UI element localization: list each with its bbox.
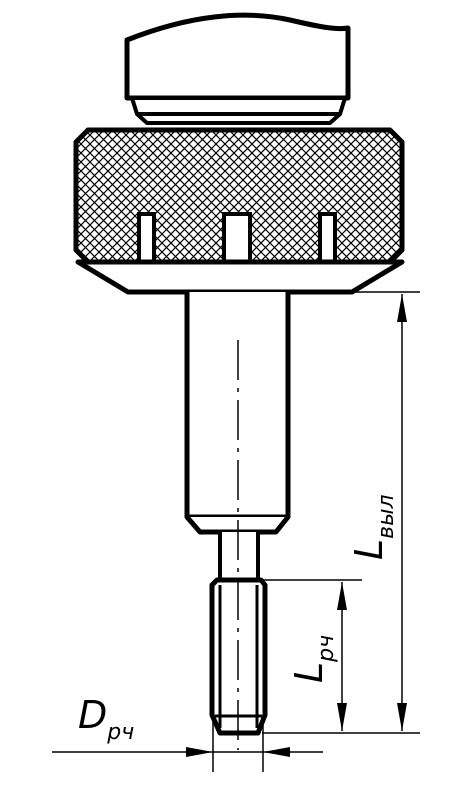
d-rch-arrow-left [186,747,213,757]
holder-stub-outline [124,12,351,101]
nut-lower-band [75,259,405,295]
l-vyl-arrow-bottom [397,703,407,731]
l-rch-arrow-bottom [337,703,347,731]
l-rch-label-sub: рч [314,635,339,663]
nut-slot-right [318,212,337,264]
l-rch-label: Lрч [287,635,339,683]
tool-neck [218,532,260,582]
neck-transition [135,112,342,125]
d-rch-label-main: D [78,693,107,737]
l-vyl-label-sub: выл [374,494,399,538]
l-vyl-label-main: L [347,539,391,560]
d-rch-arrow-right [263,747,290,757]
nut-slot-center [222,212,252,264]
l-vyl-label: Lвыл [347,494,399,560]
l-rch-label-main: L [287,662,331,683]
holder-neck [130,96,347,116]
l-vyl-arrow-top [397,294,407,322]
nut-slot-left [137,212,156,264]
d-rch-label-sub: рч [106,720,134,745]
l-rch-arrow-top [337,582,347,610]
d-rch-label: Dрч [78,693,134,745]
